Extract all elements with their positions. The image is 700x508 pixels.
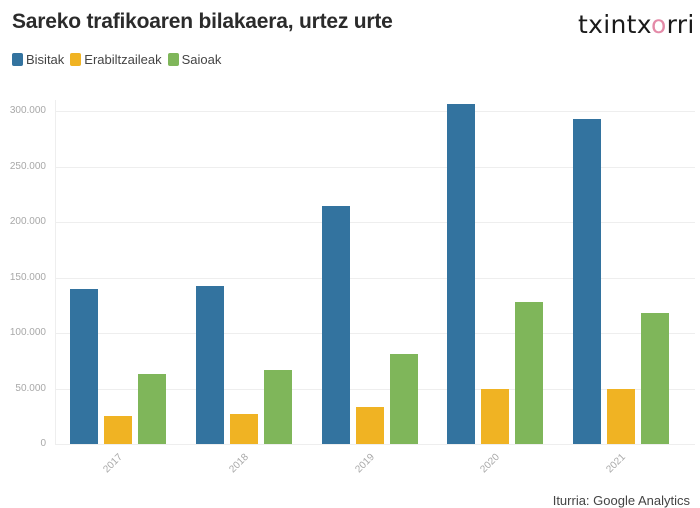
bar-saioak-2021[interactable]	[641, 313, 669, 444]
bar-bisitak-2018[interactable]	[196, 286, 224, 444]
y-axis-line	[55, 100, 56, 445]
legend-label: Erabiltzaileak	[84, 52, 162, 67]
legend-label: Bisitak	[26, 52, 65, 67]
bar-saioak-2019[interactable]	[390, 354, 418, 444]
bar-erabiltzaileak-2019[interactable]	[356, 407, 384, 444]
x-tick-label: 2018	[227, 451, 251, 476]
gridline	[55, 444, 695, 445]
x-tick-label: 2021	[604, 451, 628, 476]
chart-title: Sareko trafikoaren bilakaera, urtez urte	[12, 10, 393, 33]
y-tick-label: 300.000	[9, 105, 46, 116]
y-tick-label: 0	[40, 438, 46, 449]
x-tick-label: 2020	[478, 451, 502, 476]
bar-erabiltzaileak-2017[interactable]	[104, 416, 132, 444]
y-tick-label: 50.000	[15, 382, 46, 394]
legend-item-bisitak[interactable]: Bisitak	[12, 52, 64, 67]
bar-erabiltzaileak-2018[interactable]	[230, 414, 258, 444]
logo-text: txintx	[578, 10, 652, 39]
legend: Bisitak Erabiltzaileak Saioak	[12, 52, 221, 67]
bar-erabiltzaileak-2020[interactable]	[481, 388, 509, 444]
x-tick-label: 2019	[353, 451, 377, 476]
legend-swatch	[70, 53, 82, 66]
y-tick-label: 200.000	[9, 216, 46, 227]
y-tick-label: 250.000	[9, 160, 46, 172]
bar-bisitak-2021[interactable]	[573, 118, 601, 444]
logo-accent: o	[651, 10, 667, 39]
legend-swatch	[167, 53, 179, 66]
legend-swatch	[12, 53, 23, 66]
bar-bisitak-2020[interactable]	[447, 104, 475, 444]
legend-label: Saioak	[181, 52, 222, 67]
bar-bisitak-2017[interactable]	[70, 288, 98, 444]
gridline	[55, 166, 695, 168]
bar-erabiltzaileak-2021[interactable]	[607, 388, 635, 444]
y-tick-label: 150.000	[9, 271, 46, 283]
legend-item-erabiltzaileak[interactable]: Erabiltzaileak	[70, 52, 162, 67]
bar-saioak-2017[interactable]	[138, 374, 166, 444]
gridline	[55, 277, 695, 279]
source-note: Iturria: Google Analytics	[552, 493, 690, 508]
gridline	[55, 333, 695, 334]
gridline	[55, 111, 695, 112]
bar-saioak-2018[interactable]	[264, 369, 292, 444]
x-tick-label: 2017	[101, 451, 125, 476]
bar-bisitak-2019[interactable]	[322, 206, 350, 444]
legend-item-saioak[interactable]: Saioak	[167, 52, 222, 67]
gridline	[55, 388, 695, 390]
txintxarri-logo: txintxorri	[578, 10, 695, 39]
logo-text-tail: rri	[666, 10, 695, 39]
y-tick-label: 100.000	[9, 327, 46, 338]
bar-saioak-2020[interactable]	[515, 301, 543, 444]
gridline	[55, 222, 695, 223]
